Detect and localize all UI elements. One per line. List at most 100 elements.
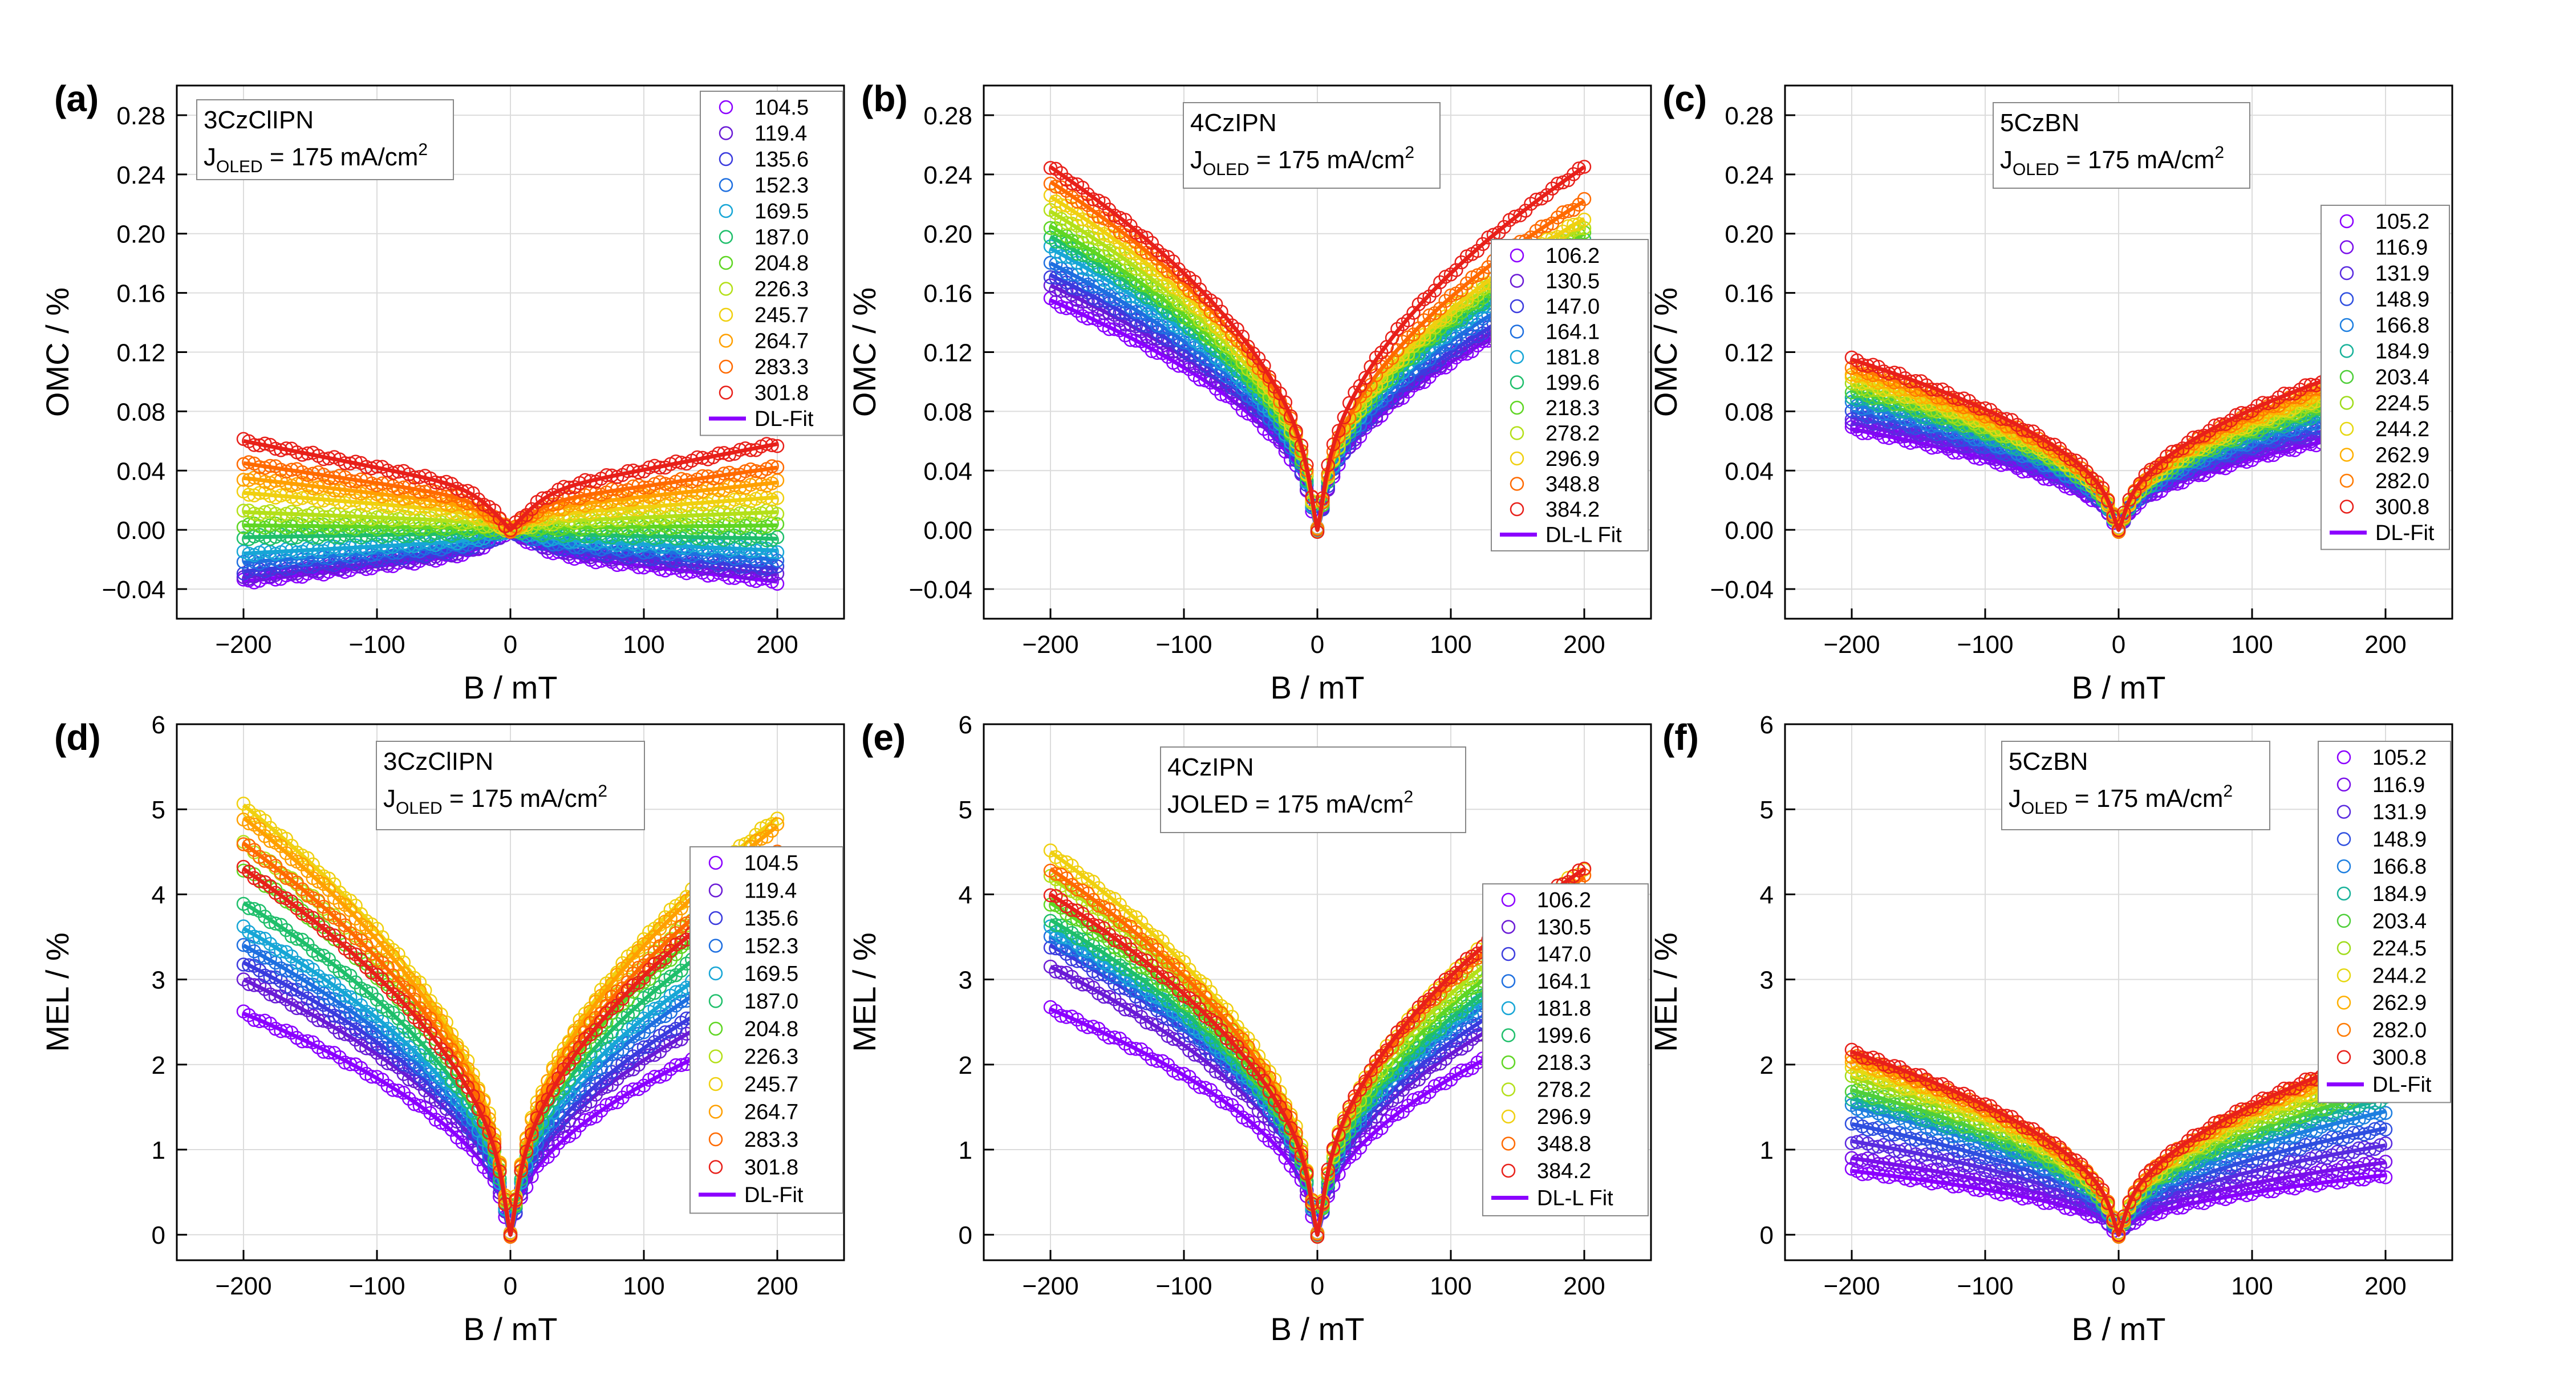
y-tick-label: 0.20 xyxy=(1725,221,1774,249)
panel-label: (c) xyxy=(1662,78,1707,119)
legend-label: 282.0 xyxy=(2375,469,2429,493)
current-subscript: OLED xyxy=(1203,160,1250,179)
y-tick-label: 0.16 xyxy=(116,280,165,308)
legend-marker xyxy=(719,178,733,192)
current-value: = 175 mA/cm xyxy=(263,143,419,171)
data-point xyxy=(471,492,486,507)
legend-label: 187.0 xyxy=(754,226,809,250)
legend-label: 119.4 xyxy=(754,122,807,146)
legend-marker xyxy=(719,359,733,374)
y-tick-label: 0.08 xyxy=(116,398,165,426)
y-axis-label: OMC / % xyxy=(39,287,75,417)
x-tick-label: 100 xyxy=(623,631,664,659)
panel-a: −200 −100 0 100 200−0.040.000.040.080.120.16… xyxy=(39,78,845,705)
legend-label: 104.5 xyxy=(754,96,809,120)
legend-label: 244.2 xyxy=(2375,417,2429,441)
y-tick-label: 0.04 xyxy=(1725,457,1774,485)
x-tick-label: −200 xyxy=(1022,631,1078,659)
annotation-frame xyxy=(196,99,454,180)
current-subscript: OLED xyxy=(216,157,263,176)
x-tick-label: 0 xyxy=(1311,631,1324,659)
x-tick-label: −200 xyxy=(215,631,271,659)
y-tick-label: −0.04 xyxy=(909,576,972,604)
y-tick-label: 0.20 xyxy=(923,221,972,249)
series-226.3 xyxy=(236,503,785,538)
current-superscript: 2 xyxy=(2214,143,2224,162)
data-point xyxy=(525,502,539,517)
x-axis-label: B / mT xyxy=(1271,669,1365,705)
y-tick-label: 0.28 xyxy=(923,102,972,130)
legend-label: 264.7 xyxy=(754,330,809,354)
current-value: = 175 mA/cm xyxy=(2059,146,2215,174)
y-axis-label: OMC / % xyxy=(846,287,882,417)
legend-marker xyxy=(719,100,733,115)
y-tick-label: −0.04 xyxy=(1710,576,1774,604)
y-tick-label: 0.08 xyxy=(923,398,972,426)
legend-label: 184.9 xyxy=(2375,340,2429,364)
legend-fit-label: DL-L Fit xyxy=(1545,523,1622,547)
legend-label: 135.6 xyxy=(754,148,809,172)
y-tick-label: 0.16 xyxy=(923,280,972,308)
legend-label: 203.4 xyxy=(2375,366,2429,389)
current-symbol: J xyxy=(2000,146,2013,174)
data-point xyxy=(1129,313,1143,327)
current-subscript: OLED xyxy=(2013,160,2059,179)
legend-marker xyxy=(719,204,733,218)
y-tick-label: 0.12 xyxy=(1725,339,1774,367)
legend-marker xyxy=(719,282,733,296)
series-301.8 xyxy=(236,432,785,537)
x-axis-label: B / mT xyxy=(464,669,558,705)
legend-label: 204.8 xyxy=(754,251,809,275)
y-tick-label: 0.08 xyxy=(1725,398,1774,426)
panel-label: (a) xyxy=(54,78,99,119)
x-axis-label: B / mT xyxy=(2072,669,2166,705)
y-tick-label: 0.12 xyxy=(923,339,972,367)
legend-frame xyxy=(700,91,843,436)
legend-label: 199.6 xyxy=(1545,371,1600,395)
legend-marker xyxy=(719,126,733,140)
series-group xyxy=(236,432,785,591)
y-tick-label: 0.16 xyxy=(1725,280,1774,308)
annotation-box: 5CzBN JOLED = 175 mA/cm2 xyxy=(1993,102,2250,189)
legend-label: 300.8 xyxy=(2375,496,2429,519)
legend-label: 131.9 xyxy=(2375,262,2429,286)
series-283.3 xyxy=(236,455,785,539)
y-tick-label: 0.00 xyxy=(116,517,165,545)
legend-marker xyxy=(719,307,733,322)
x-tick-label: −200 xyxy=(1823,631,1880,659)
legend-label: 147.0 xyxy=(1545,295,1600,319)
legend-label: 116.9 xyxy=(2375,236,2428,260)
y-tick-label: 0.00 xyxy=(923,517,972,545)
data-point xyxy=(765,459,779,473)
data-point xyxy=(487,503,502,518)
current-symbol: J xyxy=(204,143,216,171)
legend-label: 262.9 xyxy=(2375,444,2429,468)
axis-ticks: −200 −100 0 100 200−0.040.000.040.080.120.16… xyxy=(102,102,798,659)
panel-c: −200 −100 0 100 200−0.040.000.040.080.120.16… xyxy=(1648,78,2453,705)
y-tick-label: 0.04 xyxy=(923,457,972,485)
material-name: 3CzClIPN xyxy=(204,106,314,134)
fit-line xyxy=(243,439,778,532)
legend-label: 283.3 xyxy=(754,355,809,379)
x-tick-label: 100 xyxy=(2231,631,2273,659)
legend-marker xyxy=(719,255,733,270)
material-name: 5CzBN xyxy=(2000,109,2079,137)
y-tick-label: 0.24 xyxy=(116,161,165,189)
y-tick-label: 0.20 xyxy=(116,221,165,249)
legend-label: 169.5 xyxy=(754,200,809,224)
legend-fit-label: DL-Fit xyxy=(2375,521,2435,545)
x-tick-label: 0 xyxy=(2112,631,2125,659)
y-tick-label: −0.04 xyxy=(102,576,165,604)
legend-marker xyxy=(719,152,733,167)
legend: 105.2116.9131.9148.9166.8184.9203.4224.5… xyxy=(2321,205,2450,550)
current-value: = 175 mA/cm xyxy=(1250,146,1405,174)
y-tick-label: 0.28 xyxy=(1725,102,1774,130)
legend-label: 106.2 xyxy=(1545,244,1600,268)
x-tick-label: −100 xyxy=(1957,631,2013,659)
legend: 106.2130.5147.0164.1181.8199.6218.3278.2… xyxy=(1491,239,1649,551)
legend-label: 384.2 xyxy=(1545,498,1600,522)
legend-label: 166.8 xyxy=(2375,314,2429,338)
